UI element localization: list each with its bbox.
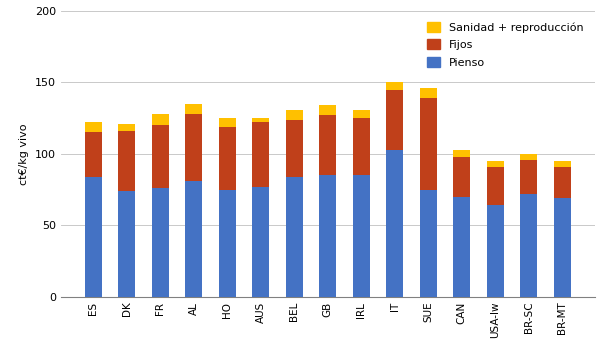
Bar — [554, 167, 571, 198]
Bar — [85, 132, 102, 177]
Bar — [387, 89, 403, 150]
Bar — [219, 118, 236, 127]
Bar — [353, 175, 370, 297]
Bar — [487, 205, 504, 297]
Bar — [319, 115, 336, 175]
Bar — [152, 114, 169, 125]
Bar — [186, 114, 202, 181]
Bar — [85, 177, 102, 297]
Bar — [152, 188, 169, 297]
Bar — [554, 161, 571, 167]
Bar — [420, 190, 436, 297]
Bar — [319, 105, 336, 115]
Bar — [387, 150, 403, 297]
Bar — [253, 187, 269, 297]
Bar — [118, 131, 135, 191]
Bar — [118, 191, 135, 297]
Y-axis label: ct€/kg vivo: ct€/kg vivo — [19, 123, 29, 185]
Bar — [453, 150, 470, 157]
Bar — [152, 125, 169, 188]
Bar — [453, 157, 470, 197]
Bar — [520, 160, 537, 194]
Bar — [219, 190, 236, 297]
Bar — [420, 98, 436, 190]
Bar — [520, 194, 537, 297]
Bar — [85, 122, 102, 132]
Bar — [487, 161, 504, 167]
Legend: Sanidad + reproducción, Fijos, Pienso: Sanidad + reproducción, Fijos, Pienso — [421, 16, 589, 73]
Bar — [186, 181, 202, 297]
Bar — [420, 88, 436, 98]
Bar — [253, 118, 269, 122]
Bar — [353, 110, 370, 118]
Bar — [387, 83, 403, 89]
Bar — [453, 197, 470, 297]
Bar — [554, 198, 571, 297]
Bar — [520, 154, 537, 160]
Bar — [286, 177, 303, 297]
Bar — [253, 122, 269, 187]
Bar — [118, 124, 135, 131]
Bar — [286, 119, 303, 177]
Bar — [286, 110, 303, 119]
Bar — [353, 118, 370, 175]
Bar — [219, 127, 236, 190]
Bar — [487, 167, 504, 205]
Bar — [186, 104, 202, 114]
Bar — [319, 175, 336, 297]
